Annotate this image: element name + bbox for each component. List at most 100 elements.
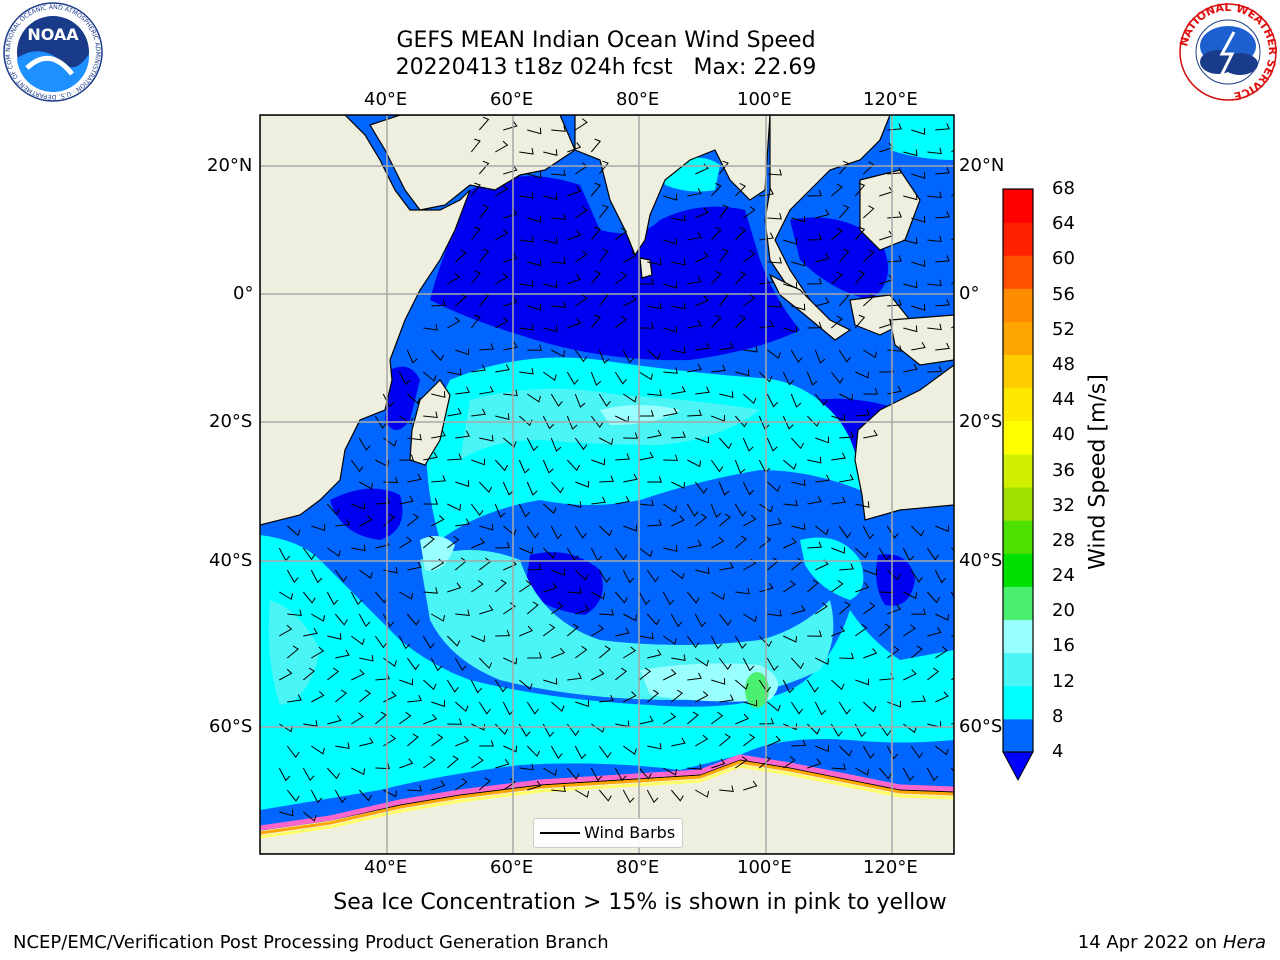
wind-barb (862, 525, 875, 540)
wind-barb (494, 503, 506, 518)
wind-barb (854, 314, 866, 329)
wind-barb (911, 341, 926, 351)
wind-barb (959, 206, 969, 218)
wind-barb (446, 635, 461, 647)
wind-barb (382, 613, 395, 628)
wind-barb (807, 189, 822, 197)
wind-barb (590, 314, 602, 329)
map-title: GEFS MEAN Indian Ocean Wind Speed (396, 28, 816, 53)
wind-barb (526, 437, 539, 452)
wind-barb (615, 627, 630, 637)
wind-barb (959, 690, 970, 702)
wind-barb (551, 647, 566, 659)
wind-barb (454, 657, 467, 671)
wind-barb (471, 408, 486, 417)
colorbar-tick-label: 52 (1052, 318, 1075, 340)
wind-barb (502, 778, 516, 791)
wind-barb (591, 624, 605, 637)
wind-barb (903, 193, 918, 201)
wind-barb (543, 193, 558, 200)
wind-barb (934, 745, 949, 756)
wind-barb (734, 183, 747, 197)
wind-barb (566, 623, 579, 637)
wind-barb (694, 613, 707, 628)
wind-barb (575, 700, 590, 708)
wind-barb (927, 147, 942, 155)
wind-barb (647, 742, 662, 750)
wind-barb (310, 569, 323, 584)
wind-barb (519, 192, 534, 199)
wind-barb (791, 605, 806, 615)
wind-barb (574, 294, 588, 307)
wind-barb (590, 415, 604, 429)
wind-barb (494, 579, 507, 593)
wind-barb (566, 547, 579, 561)
wind-barb (670, 569, 685, 580)
wind-barb (447, 582, 462, 593)
wind-barb (782, 371, 794, 386)
wind-barb (519, 763, 534, 771)
wind-barb (599, 475, 614, 483)
wind-barb (574, 349, 588, 363)
wind-barb (407, 473, 422, 483)
wind-barb (758, 635, 773, 648)
wind-barb (662, 591, 675, 606)
colorbar-segment (1003, 453, 1033, 488)
wind-barb (470, 679, 483, 694)
colorbar-segment (1003, 288, 1033, 322)
wind-barb (526, 393, 541, 403)
wind-barb (327, 633, 342, 640)
wind-barb (766, 393, 779, 408)
wind-barb (447, 453, 462, 461)
wind-barb (311, 690, 325, 703)
wind-barb (503, 745, 518, 753)
wind-barb (351, 544, 366, 552)
wind-barb (311, 646, 325, 659)
wind-barb (334, 613, 348, 626)
wind-barb (326, 667, 340, 681)
wind-barb (638, 591, 651, 606)
wind-barb (423, 587, 438, 594)
wind-barb (815, 253, 830, 263)
wind-barb (663, 193, 678, 201)
wind-barb (574, 437, 588, 451)
wind-barb (638, 767, 652, 780)
wind-barb (711, 758, 726, 769)
wind-barb (527, 344, 542, 351)
wind-barb (574, 645, 588, 659)
wind-barb (734, 459, 746, 474)
wind-barb (734, 679, 749, 690)
wind-barb (407, 694, 422, 703)
wind-barb (878, 723, 892, 737)
wind-barb (430, 349, 445, 362)
wind-barb (646, 569, 660, 583)
wind-barb (495, 364, 510, 373)
wind-barb (479, 343, 494, 351)
wind-barb (575, 480, 590, 488)
wind-barb (574, 745, 587, 760)
wind-barb (734, 227, 747, 241)
wind-barb (646, 789, 659, 804)
wind-barb (903, 281, 918, 289)
wind-barb (454, 249, 467, 263)
wind-barb (422, 635, 435, 649)
footer-host: Hera (1222, 932, 1266, 953)
wind-barb (711, 591, 726, 601)
wind-barb (639, 632, 654, 640)
wind-barb (734, 756, 748, 769)
wind-barb (591, 496, 606, 505)
wind-barb (663, 767, 678, 776)
wind-barb (862, 205, 875, 219)
wind-barb (383, 476, 398, 484)
wind-barb (399, 758, 414, 769)
noaa-logo: NATIONAL OCEANIC AND ATMOSPHERIC ADMINIS… (2, 2, 103, 102)
wind-barb (791, 523, 806, 530)
wind-barb (527, 259, 542, 267)
wind-barb (863, 388, 878, 395)
wind-barb (350, 635, 365, 646)
lon-label-bottom-40e: 40°E (364, 857, 408, 878)
wind-barb (502, 602, 516, 615)
wind-barb (422, 535, 435, 549)
wind-barb (830, 579, 844, 593)
wind-barb (479, 386, 494, 395)
